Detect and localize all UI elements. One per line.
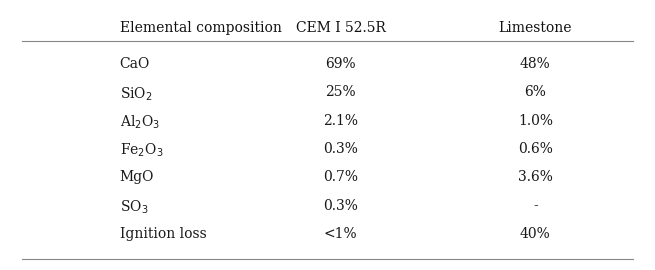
Text: 1.0%: 1.0%: [518, 114, 553, 128]
Text: 40%: 40%: [520, 227, 551, 241]
Text: 25%: 25%: [325, 85, 356, 99]
Text: 0.7%: 0.7%: [323, 170, 358, 184]
Text: 3.6%: 3.6%: [518, 170, 553, 184]
Text: Limestone: Limestone: [498, 21, 572, 35]
Text: 0.6%: 0.6%: [518, 142, 553, 156]
Text: MgO: MgO: [120, 170, 154, 184]
Text: Ignition loss: Ignition loss: [120, 227, 206, 241]
Text: 69%: 69%: [325, 57, 356, 71]
Text: Elemental composition: Elemental composition: [120, 21, 282, 35]
Text: Fe$_2$O$_3$: Fe$_2$O$_3$: [120, 142, 163, 160]
Text: 0.3%: 0.3%: [323, 142, 358, 156]
Text: <1%: <1%: [324, 227, 357, 241]
Text: -: -: [533, 199, 538, 213]
Text: Al$_2$O$_3$: Al$_2$O$_3$: [120, 114, 160, 131]
Text: 0.3%: 0.3%: [323, 199, 358, 213]
Text: SiO$_2$: SiO$_2$: [120, 85, 153, 103]
Text: 48%: 48%: [520, 57, 551, 71]
Text: 2.1%: 2.1%: [323, 114, 358, 128]
Text: CaO: CaO: [120, 57, 150, 71]
Text: CEM I 52.5R: CEM I 52.5R: [295, 21, 385, 35]
Text: SO$_3$: SO$_3$: [120, 199, 148, 216]
Text: 6%: 6%: [525, 85, 546, 99]
